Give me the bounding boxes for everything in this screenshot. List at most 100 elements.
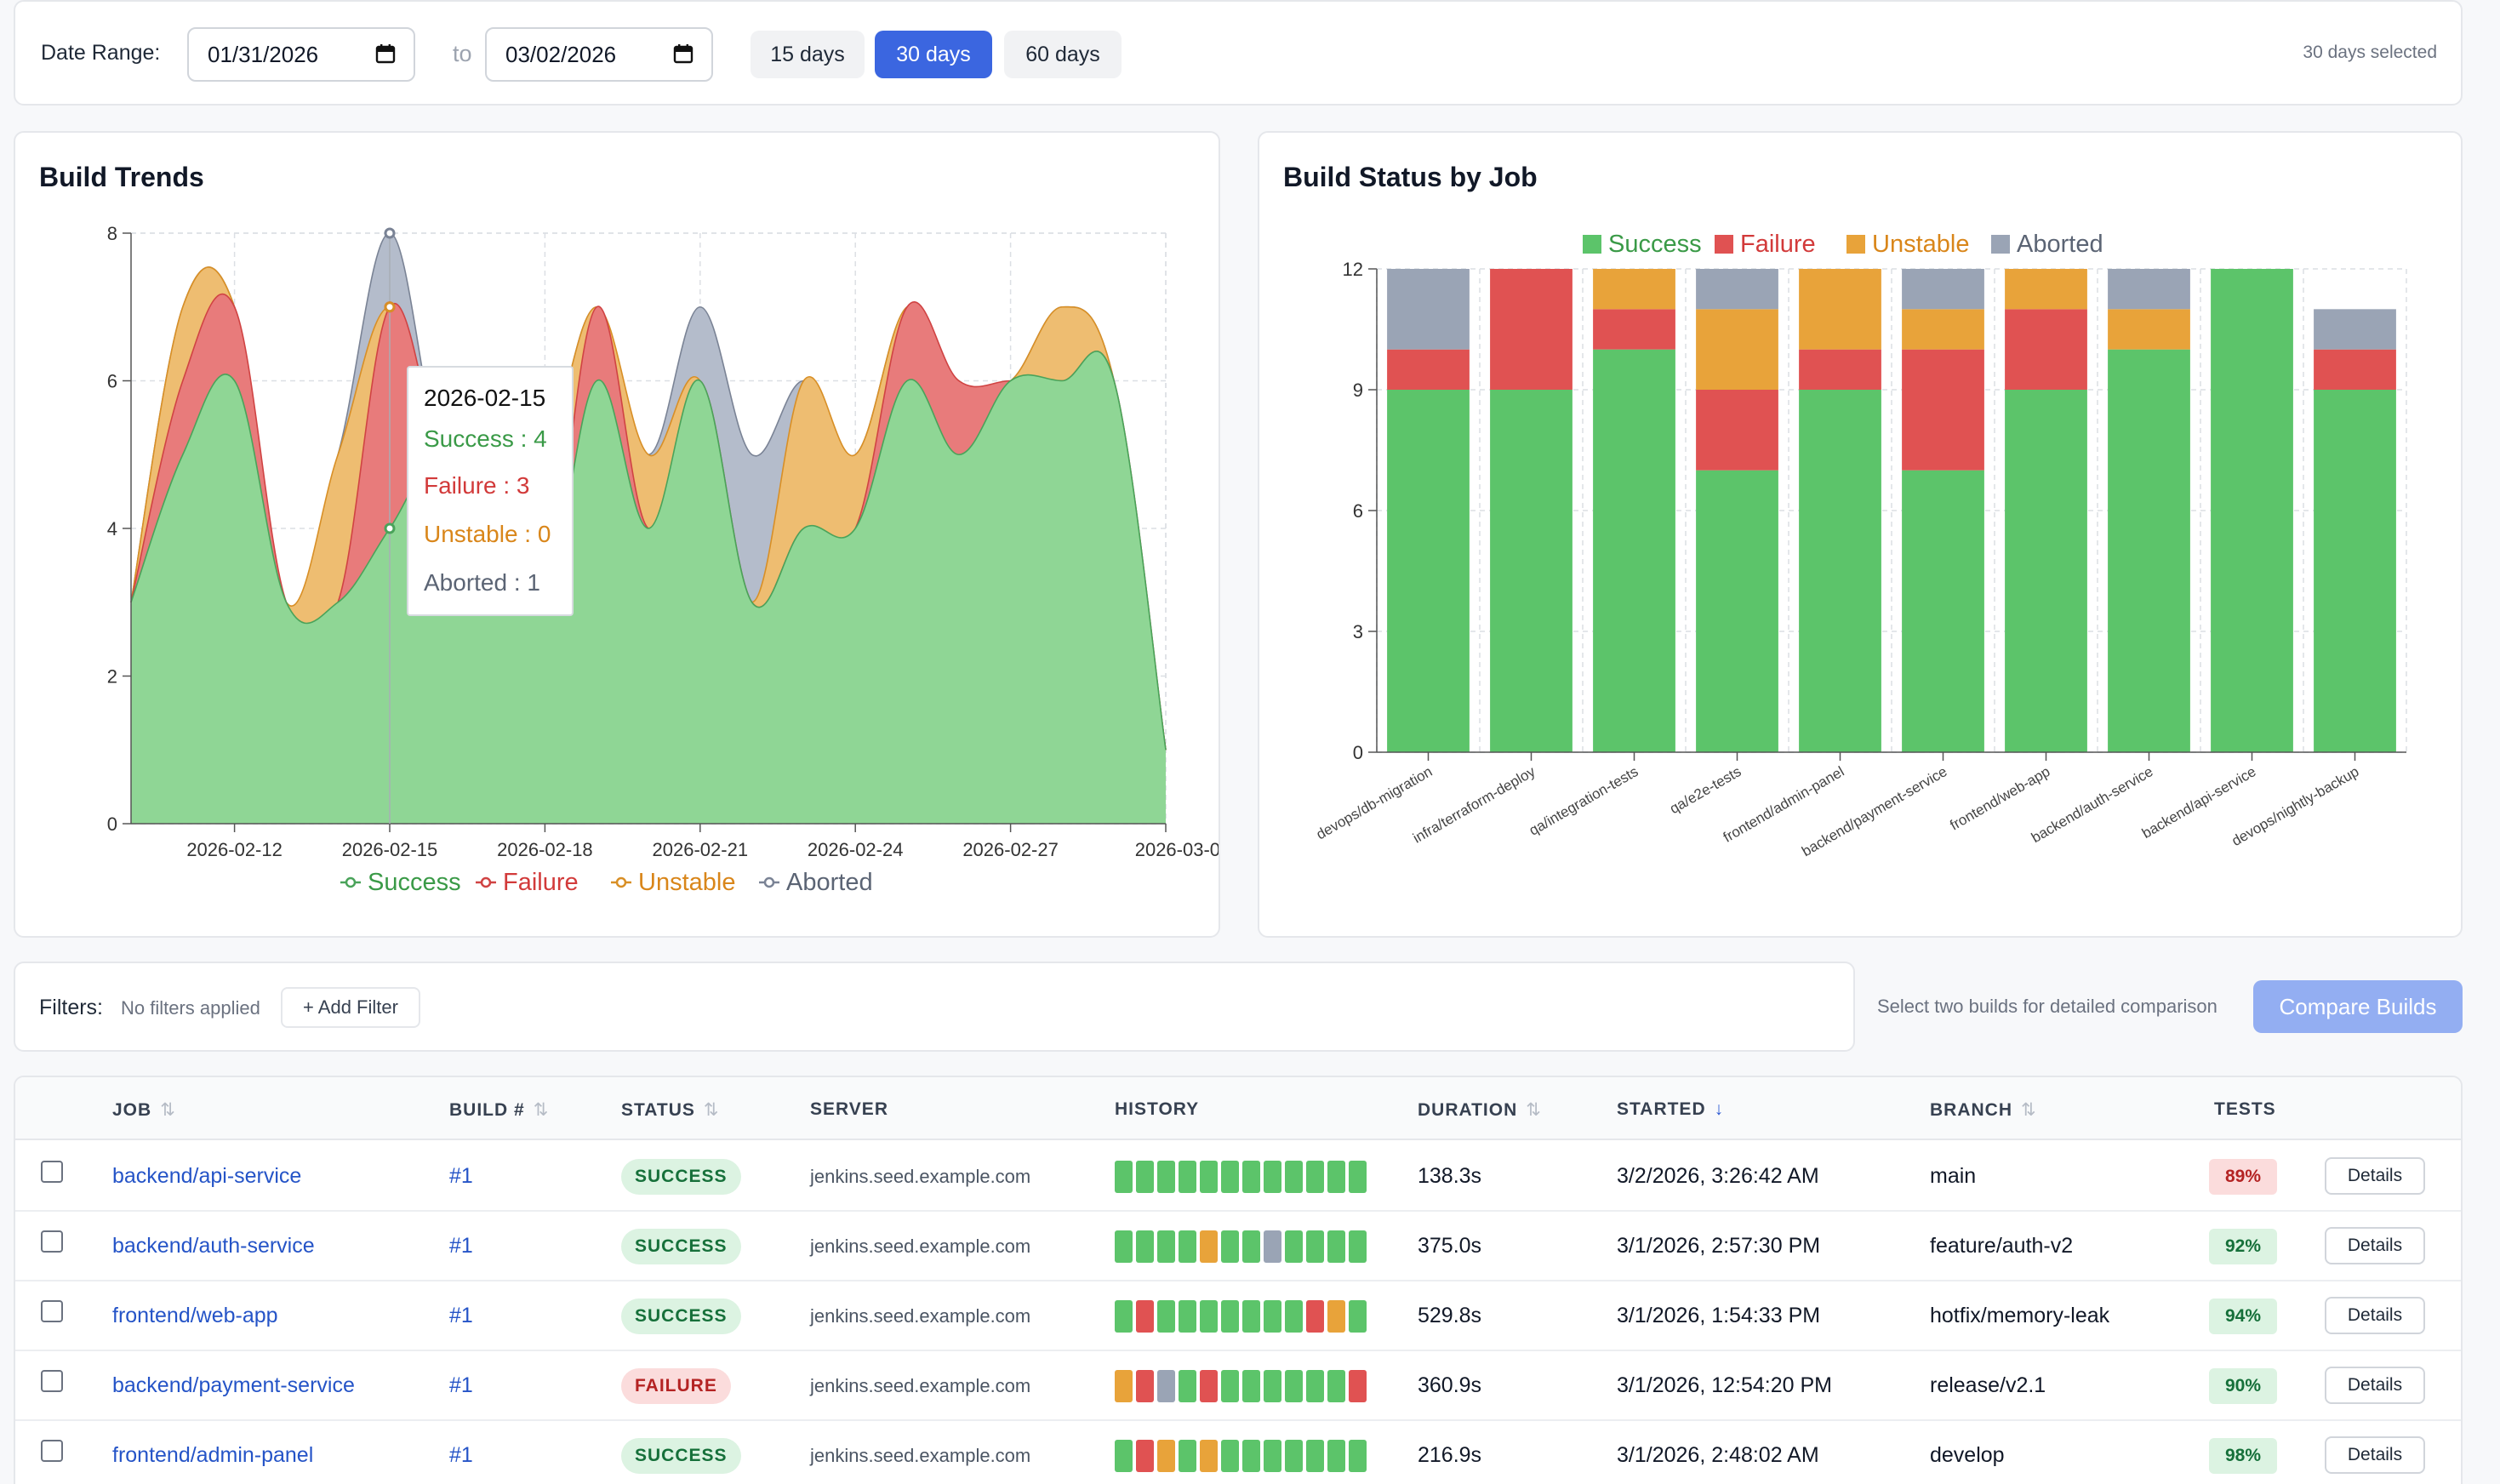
history-build-box[interactable] (1157, 1300, 1175, 1333)
range-60-days-button[interactable]: 60 days (1004, 31, 1122, 78)
bar-success[interactable] (1387, 390, 1470, 752)
bar-failure[interactable] (1387, 349, 1470, 390)
build-number-link[interactable]: #1 (449, 1164, 473, 1188)
history-build-box[interactable] (1306, 1440, 1324, 1472)
history-build-box[interactable] (1157, 1161, 1175, 1193)
bar-failure[interactable] (1799, 349, 1881, 390)
area-unstable[interactable] (131, 266, 1166, 751)
end-date-input[interactable]: 03/02/2026 (485, 27, 713, 82)
history-build-box[interactable] (1242, 1370, 1260, 1402)
history-build-box[interactable] (1136, 1440, 1154, 1472)
sort-icon[interactable]: ⇅ (160, 1100, 176, 1120)
legend-unstable[interactable]: Unstable (638, 869, 735, 896)
build-number-link[interactable]: #1 (449, 1234, 473, 1258)
add-filter-button[interactable]: + Add Filter (281, 987, 420, 1028)
details-button[interactable]: Details (2325, 1297, 2425, 1334)
sort-icon[interactable]: ⇅ (1526, 1100, 1542, 1120)
history-build-box[interactable] (1327, 1230, 1345, 1263)
range-30-days-button[interactable]: 30 days (875, 31, 992, 78)
calendar-icon[interactable] (672, 43, 694, 65)
history-build-box[interactable] (1242, 1161, 1260, 1193)
history-build-box[interactable] (1157, 1370, 1175, 1402)
bar-unstable[interactable] (2108, 309, 2190, 350)
job-link[interactable]: frontend/admin-panel (112, 1443, 314, 1467)
legend-unstable[interactable]: Unstable (1872, 231, 1969, 258)
history-build-box[interactable] (1349, 1370, 1367, 1402)
history-build-box[interactable] (1242, 1440, 1260, 1472)
history-build-box[interactable] (1285, 1161, 1303, 1193)
build-number-link[interactable]: #1 (449, 1373, 473, 1397)
row-select-checkbox[interactable] (41, 1300, 63, 1322)
details-button[interactable]: Details (2325, 1436, 2425, 1474)
bar-aborted[interactable] (2314, 309, 2396, 350)
bar-aborted[interactable] (1387, 269, 1470, 350)
history-build-box[interactable] (1327, 1370, 1345, 1402)
bar-unstable[interactable] (1593, 269, 1675, 310)
history-build-box[interactable] (1306, 1370, 1324, 1402)
details-button[interactable]: Details (2325, 1227, 2425, 1264)
details-button[interactable]: Details (2325, 1157, 2425, 1195)
history-build-box[interactable] (1349, 1161, 1367, 1193)
history-build-box[interactable] (1136, 1300, 1154, 1333)
sort-icon[interactable]: ⇅ (2021, 1100, 2037, 1120)
history-build-box[interactable] (1179, 1300, 1196, 1333)
history-build-box[interactable] (1264, 1370, 1281, 1402)
bar-success[interactable] (1696, 470, 1778, 752)
col-build-header[interactable]: BUILD # ⇅ (449, 1099, 549, 1121)
bar-failure[interactable] (2005, 309, 2087, 390)
history-build-box[interactable] (1221, 1230, 1239, 1263)
history-build-box[interactable] (1136, 1370, 1154, 1402)
history-build-box[interactable] (1285, 1300, 1303, 1333)
history-build-box[interactable] (1136, 1230, 1154, 1263)
bar-aborted[interactable] (2108, 269, 2190, 310)
sort-icon[interactable]: ⇅ (703, 1100, 720, 1120)
history-build-box[interactable] (1285, 1440, 1303, 1472)
history-build-box[interactable] (1221, 1300, 1239, 1333)
history-build-box[interactable] (1115, 1370, 1133, 1402)
history-build-box[interactable] (1264, 1300, 1281, 1333)
bar-success[interactable] (2108, 349, 2190, 752)
history-build-box[interactable] (1349, 1230, 1367, 1263)
bar-unstable[interactable] (2005, 269, 2087, 310)
history-build-box[interactable] (1242, 1300, 1260, 1333)
history-build-box[interactable] (1221, 1370, 1239, 1402)
history-build-box[interactable] (1306, 1161, 1324, 1193)
compare-builds-button[interactable]: Compare Builds (2253, 980, 2463, 1033)
legend-failure[interactable]: Failure (503, 869, 579, 896)
history-build-box[interactable] (1264, 1440, 1281, 1472)
history-build-box[interactable] (1200, 1440, 1218, 1472)
history-build-box[interactable] (1285, 1370, 1303, 1402)
bar-success[interactable] (2314, 390, 2396, 752)
build-number-link[interactable]: #1 (449, 1304, 473, 1327)
col-duration-header[interactable]: DURATION ⇅ (1418, 1099, 1542, 1121)
col-job-header[interactable]: JOB ⇅ (112, 1099, 176, 1121)
history-build-box[interactable] (1327, 1161, 1345, 1193)
history-build-box[interactable] (1221, 1161, 1239, 1193)
build-number-link[interactable]: #1 (449, 1443, 473, 1467)
history-build-box[interactable] (1200, 1161, 1218, 1193)
range-15-days-button[interactable]: 15 days (751, 31, 865, 78)
bar-success[interactable] (1799, 390, 1881, 752)
bar-success[interactable] (2005, 390, 2087, 752)
history-build-box[interactable] (1179, 1161, 1196, 1193)
history-build-box[interactable] (1349, 1440, 1367, 1472)
history-build-box[interactable] (1327, 1300, 1345, 1333)
bar-failure[interactable] (1490, 269, 1572, 390)
row-select-checkbox[interactable] (41, 1161, 63, 1183)
history-build-box[interactable] (1179, 1230, 1196, 1263)
legend-success[interactable]: Success (1608, 231, 1702, 258)
job-link[interactable]: backend/api-service (112, 1164, 302, 1188)
bar-success[interactable] (1490, 390, 1572, 752)
history-build-box[interactable] (1306, 1300, 1324, 1333)
bar-unstable[interactable] (1902, 309, 1984, 350)
history-build-box[interactable] (1179, 1440, 1196, 1472)
history-build-box[interactable] (1200, 1230, 1218, 1263)
history-build-box[interactable] (1327, 1440, 1345, 1472)
history-build-box[interactable] (1157, 1440, 1175, 1472)
history-build-box[interactable] (1242, 1230, 1260, 1263)
history-build-box[interactable] (1157, 1230, 1175, 1263)
bar-unstable[interactable] (1799, 269, 1881, 350)
bar-success[interactable] (1593, 349, 1675, 752)
history-build-box[interactable] (1200, 1370, 1218, 1402)
bar-failure[interactable] (1593, 309, 1675, 350)
